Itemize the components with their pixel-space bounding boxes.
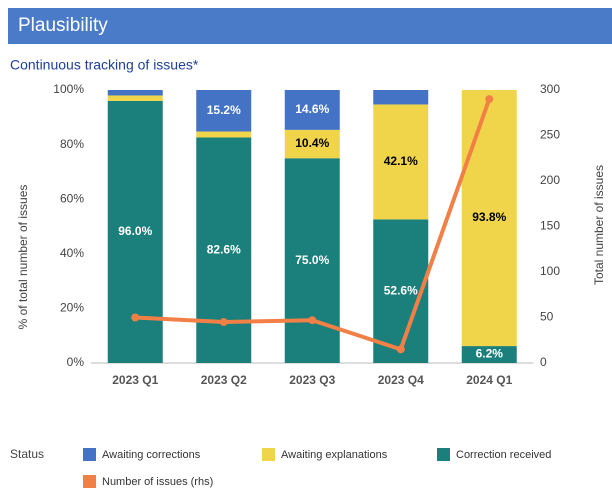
line-point	[485, 95, 494, 104]
bar-segment	[284, 158, 340, 363]
bar-segment	[284, 90, 340, 130]
legend-label: Correction received	[456, 449, 551, 461]
y2-axis-title: Total number of issues	[592, 165, 606, 285]
data-label: 14.6%	[295, 102, 329, 116]
y-tick-label: 0%	[67, 355, 85, 369]
legend-swatch	[262, 448, 275, 461]
data-label: 96.0%	[118, 224, 152, 238]
legend-label: Awaiting corrections	[102, 449, 201, 461]
data-label: 15.2%	[207, 103, 241, 117]
legend-swatch	[83, 475, 96, 488]
y2-tick-label: 150	[540, 219, 560, 233]
chart-title: Continuous tracking of issues*	[10, 57, 199, 73]
bar-segment	[107, 90, 163, 96]
x-tick-label: 2023 Q2	[201, 373, 247, 387]
legend-swatch	[83, 448, 96, 461]
header-bar	[8, 8, 612, 44]
y2-tick-label: 250	[540, 128, 560, 142]
x-tick-label: 2023 Q1	[112, 373, 158, 387]
y2-tick-label: 200	[540, 173, 560, 187]
y2-tick-label: 50	[540, 310, 554, 324]
bar-segment	[284, 129, 340, 159]
y-tick-label: 60%	[60, 191, 84, 205]
bar-segment	[373, 90, 429, 105]
line-point	[219, 318, 228, 327]
y-tick-label: 80%	[60, 137, 84, 151]
header-title: Plausibility	[18, 15, 108, 36]
data-label: 82.6%	[207, 242, 241, 256]
line-point	[308, 316, 317, 325]
y-tick-label: 100%	[53, 82, 84, 96]
line-point	[131, 313, 140, 322]
data-label: 93.8%	[472, 210, 506, 224]
y-tick-label: 20%	[60, 301, 84, 315]
y2-tick-label: 300	[540, 82, 560, 96]
data-label: 10.4%	[295, 136, 329, 150]
bar-segment	[196, 131, 252, 138]
bar-segment	[196, 90, 252, 132]
x-tick-label: 2024 Q1	[466, 373, 512, 387]
y-axis-title: % of total number of issues	[16, 185, 30, 330]
y2-tick-label: 100	[540, 264, 560, 278]
data-label: 6.2%	[476, 347, 504, 361]
legend-label: Awaiting explanations	[281, 449, 388, 461]
x-tick-label: 2023 Q3	[289, 373, 335, 387]
bar-segment	[461, 90, 517, 347]
data-label: 75.0%	[295, 253, 329, 267]
bar-segment	[373, 104, 429, 220]
bar-segment	[107, 95, 163, 101]
line-point	[396, 345, 405, 354]
legend-title: Status	[10, 447, 44, 461]
data-label: 52.6%	[384, 283, 418, 297]
y2-tick-label: 0	[540, 355, 547, 369]
y-tick-label: 40%	[60, 246, 84, 260]
x-tick-label: 2023 Q4	[378, 373, 424, 387]
legend-label: Number of issues (rhs)	[102, 476, 213, 488]
data-label: 42.1%	[384, 154, 418, 168]
bar-segment	[461, 346, 517, 363]
bar-segment	[373, 219, 429, 363]
legend-swatch	[437, 448, 450, 461]
